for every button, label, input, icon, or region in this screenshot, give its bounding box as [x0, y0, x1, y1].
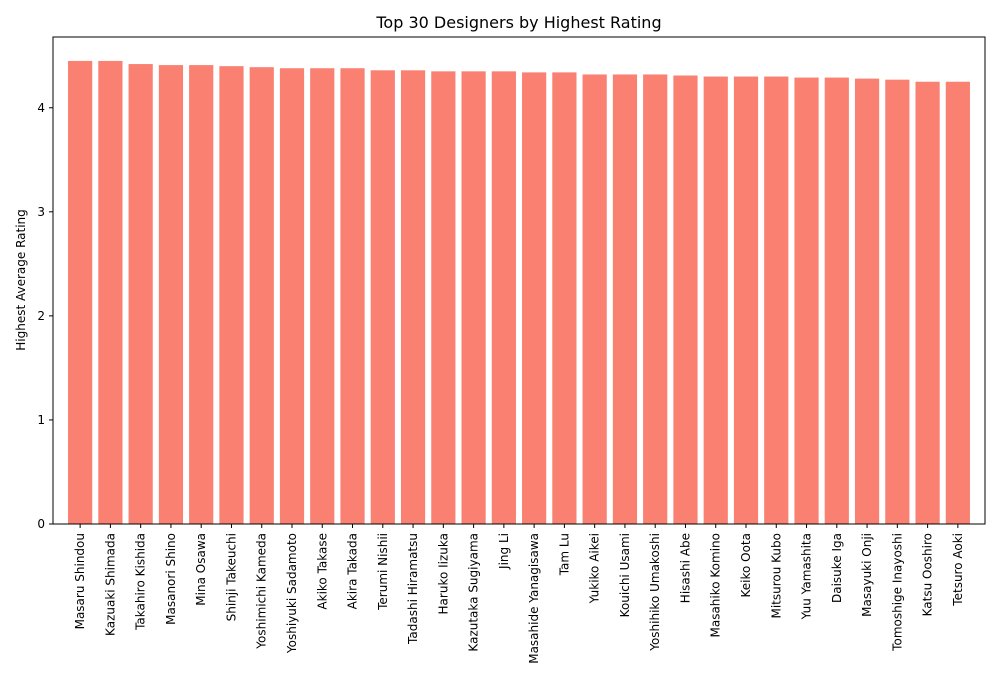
x-tick-label: Kouichi Usami: [618, 533, 632, 617]
x-tick-label: Tetsuro Aoki: [951, 533, 965, 607]
bar: [491, 71, 516, 524]
x-tick-label: Masahiko Komino: [709, 533, 723, 638]
y-tick-label: 0: [37, 517, 45, 531]
y-axis-label: Highest Average Rating: [14, 209, 28, 351]
bar: [158, 65, 184, 524]
bar: [249, 67, 274, 525]
x-tick-label: Katsu Ooshiro: [921, 533, 935, 616]
bar: [522, 72, 547, 524]
x-tick-label: Daisuke Iga: [830, 533, 844, 603]
bar: [643, 74, 668, 525]
x-tick-label: Haruko Iizuka: [436, 533, 450, 614]
x-tick-label: Shinji Takeuchi: [224, 533, 238, 621]
bar: [915, 81, 940, 524]
bar: [733, 76, 759, 524]
x-tick-label: Yukiko Aikei: [588, 533, 602, 604]
bar: [219, 66, 244, 524]
x-tick-label: Keiko Oota: [739, 533, 753, 598]
x-tick-label: Masanori Shino: [164, 533, 178, 625]
bar: [582, 74, 607, 525]
bar: [824, 77, 849, 524]
y-tick-label: 1: [37, 413, 45, 427]
bar: [794, 77, 819, 524]
x-tick-label: Masaru Shindou: [73, 533, 87, 629]
bar: [370, 70, 395, 525]
x-tick-label: Tadashi Hiramatsu: [406, 533, 420, 645]
x-tick-label: Mina Osawa: [194, 533, 208, 606]
bar: [340, 68, 365, 524]
x-tick-label: Masayuki Onji: [860, 533, 874, 617]
bar: [612, 74, 638, 525]
x-tick-label: Yoshihiko Umakoshi: [648, 533, 662, 652]
bar: [68, 60, 93, 525]
chart-title: Top 30 Designers by Highest Rating: [375, 13, 661, 32]
bar: [673, 75, 698, 524]
x-tick-label: Mitsurou Kubo: [769, 533, 783, 619]
x-tick-label: Yuu Yamashita: [800, 533, 814, 620]
x-tick-label: Tam Lu: [557, 533, 571, 576]
bar: [461, 71, 486, 524]
y-axis-ticks: 0 1 2 3 4: [37, 101, 53, 531]
y-tick-label: 4: [37, 101, 45, 115]
x-tick-label: Akira Takada: [346, 533, 360, 609]
x-tick-label: Yoshiyuki Sadamoto: [285, 533, 299, 654]
bar: [310, 68, 335, 524]
bar: [128, 64, 153, 524]
bar: [703, 76, 728, 524]
bar: [854, 78, 880, 525]
bars-group: [68, 60, 970, 525]
x-tick-label: Kazuaki Shimada: [103, 533, 117, 636]
bar: [400, 70, 426, 525]
x-tick-label: Takahiro Kishida: [134, 533, 148, 631]
plot-frame: [52, 36, 986, 525]
x-tick-label: Masahide Yanagisawa: [527, 533, 541, 664]
bar: [189, 65, 214, 524]
bar: [98, 60, 123, 525]
x-tick-label: Tomoshige Inayoshi: [890, 533, 904, 652]
y-tick-label: 3: [37, 205, 45, 219]
x-tick-label: Yoshimichi Kameda: [255, 533, 269, 650]
x-tick-label: Terumi Nishii: [376, 533, 390, 611]
x-tick-label: Akiko Takase: [315, 533, 329, 610]
bar: [885, 79, 910, 524]
bar: [431, 71, 456, 524]
bar: [552, 72, 577, 524]
y-tick-label: 2: [37, 309, 45, 323]
bar: [764, 76, 789, 524]
x-tick-label: Hisashi Abe: [678, 533, 692, 603]
x-tick-label: Jing Li: [497, 533, 511, 570]
x-axis-ticks: Masaru Shindou Kazuaki Shimada Takahiro Ki…: [73, 524, 965, 664]
x-tick-label: Kazutaka Sugiyama: [467, 533, 481, 652]
bar: [945, 81, 970, 524]
bar: [279, 68, 305, 524]
